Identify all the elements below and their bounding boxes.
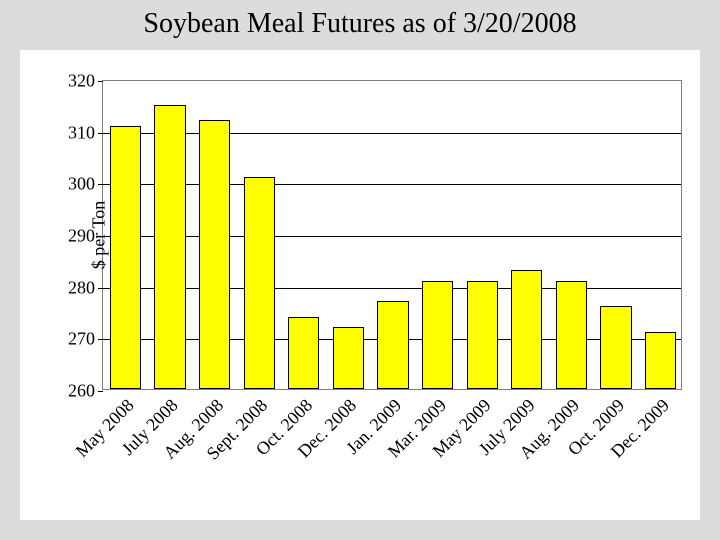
bar xyxy=(377,301,408,389)
y-tick-mark xyxy=(98,339,103,340)
chart-title: Soybean Meal Futures as of 3/20/2008 xyxy=(0,8,720,40)
bar xyxy=(422,281,453,390)
y-tick-mark xyxy=(98,391,103,392)
chart-card: $ per Ton 260270280290300310320May 2008J… xyxy=(20,50,700,520)
y-tick-label: 320 xyxy=(68,71,95,92)
grid-line xyxy=(103,288,681,289)
bar xyxy=(556,281,587,390)
bar xyxy=(244,177,275,389)
y-tick-mark xyxy=(98,288,103,289)
slide-stage: Soybean Meal Futures as of 3/20/2008 $ p… xyxy=(0,0,720,540)
y-tick-mark xyxy=(98,184,103,185)
bar xyxy=(467,281,498,390)
plot-area: $ per Ton 260270280290300310320May 2008J… xyxy=(102,80,682,390)
y-tick-mark xyxy=(98,81,103,82)
y-tick-mark xyxy=(98,133,103,134)
y-tick-label: 260 xyxy=(68,381,95,402)
grid-line xyxy=(103,184,681,185)
bar xyxy=(199,120,230,389)
bar xyxy=(333,327,364,389)
bar xyxy=(288,317,319,389)
bar xyxy=(600,306,631,389)
y-tick-mark xyxy=(98,236,103,237)
y-tick-label: 300 xyxy=(68,174,95,195)
y-tick-label: 280 xyxy=(68,277,95,298)
grid-line xyxy=(103,133,681,134)
y-tick-label: 270 xyxy=(68,329,95,350)
bar xyxy=(645,332,676,389)
y-tick-label: 290 xyxy=(68,226,95,247)
grid-line xyxy=(103,236,681,237)
bar xyxy=(110,126,141,390)
bar xyxy=(511,270,542,389)
bar xyxy=(154,105,185,389)
y-tick-label: 310 xyxy=(68,122,95,143)
